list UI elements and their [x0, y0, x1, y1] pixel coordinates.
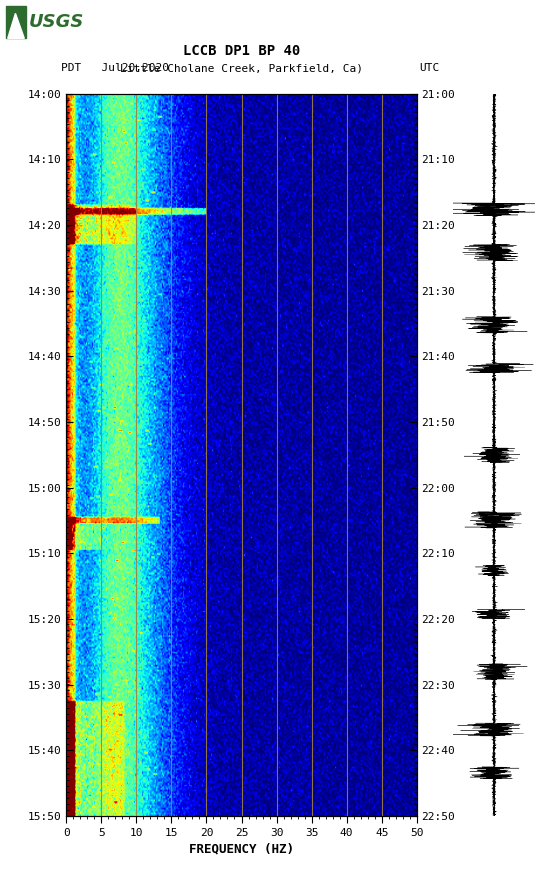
Polygon shape [8, 13, 24, 38]
Text: PDT   Jul20,2020: PDT Jul20,2020 [61, 63, 169, 73]
X-axis label: FREQUENCY (HZ): FREQUENCY (HZ) [189, 842, 294, 855]
Text: Little Cholane Creek, Parkfield, Ca): Little Cholane Creek, Parkfield, Ca) [120, 63, 363, 73]
Bar [6, 6, 26, 38]
Text: USGS: USGS [29, 13, 84, 31]
Text: LCCB DP1 BP 40: LCCB DP1 BP 40 [183, 44, 300, 58]
Text: UTC: UTC [420, 63, 440, 73]
